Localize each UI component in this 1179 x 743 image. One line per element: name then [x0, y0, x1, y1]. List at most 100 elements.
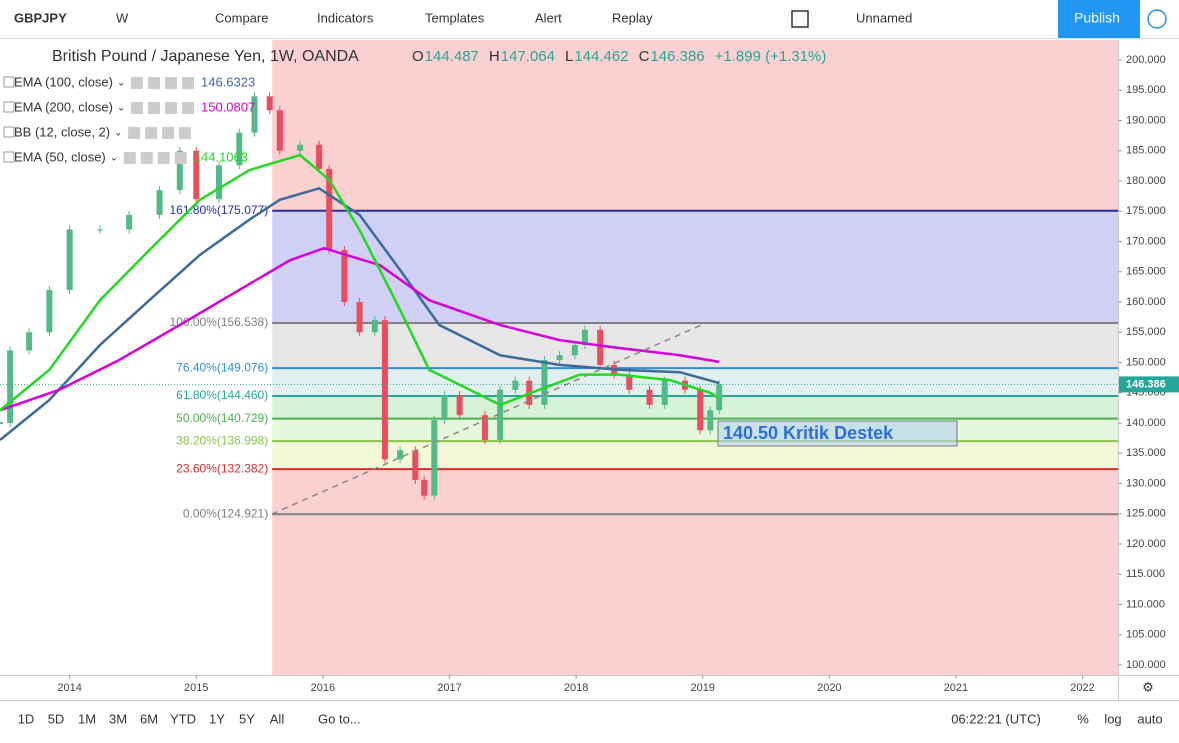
candle: [497, 389, 504, 440]
candle: [441, 395, 448, 420]
toolbar-button[interactable]: Alert: [535, 10, 562, 25]
layout-name[interactable]: Unnamed: [856, 10, 912, 25]
publish-button[interactable]: [1058, 0, 1140, 38]
legend-icon[interactable]: [157, 152, 170, 164]
y-tick-label: 105.000: [1126, 629, 1166, 641]
legend-icon[interactable]: [145, 127, 158, 139]
y-tick-label: 125.000: [1126, 508, 1166, 520]
legend-name: EMA (100, close): [14, 74, 113, 89]
candle: [581, 329, 588, 345]
legend-toggle[interactable]: [3, 101, 15, 113]
y-tick-label: 185.000: [1126, 145, 1166, 157]
toolbar-button[interactable]: Indicators: [317, 10, 374, 25]
candle: [276, 110, 283, 151]
range-button[interactable]: All: [270, 711, 285, 726]
legend-toggle[interactable]: [3, 126, 15, 138]
goto-button[interactable]: Go to...: [318, 711, 361, 726]
candle: [431, 419, 438, 496]
fib-label: 23.60%(132.382): [176, 461, 268, 475]
legend-icon[interactable]: [131, 102, 143, 114]
fib-label: 61.80%(144.460): [176, 388, 268, 402]
publish-label[interactable]: Publish: [1074, 10, 1120, 26]
x-tick-label: 2015: [184, 682, 208, 694]
y-tick-label: 200.000: [1126, 54, 1166, 66]
legend-icon[interactable]: [182, 77, 194, 89]
candle: [421, 479, 428, 496]
legend-toggle[interactable]: [3, 76, 15, 88]
fib-zone: [272, 210, 1118, 323]
x-tick-label: 2019: [690, 682, 714, 694]
toolbar-button[interactable]: Templates: [425, 10, 485, 25]
legend-icon[interactable]: [140, 152, 153, 164]
candle: [626, 374, 633, 390]
range-button[interactable]: 1D: [18, 711, 35, 726]
range-button[interactable]: 6M: [140, 711, 158, 726]
y-tick-label: 180.000: [1126, 175, 1166, 187]
y-tick-label: 130.000: [1126, 477, 1166, 489]
legend-icon[interactable]: [148, 77, 160, 89]
candle: [156, 190, 163, 215]
range-button[interactable]: 5Y: [239, 711, 255, 726]
candle: [571, 344, 578, 356]
candle: [697, 389, 704, 431]
range-button[interactable]: 5D: [48, 711, 65, 726]
candle: [26, 332, 33, 351]
scale-option[interactable]: auto: [1137, 711, 1162, 726]
candle: [266, 96, 273, 111]
settings-icon[interactable]: ⚙: [1142, 679, 1154, 694]
toolbar-button[interactable]: Compare: [215, 10, 268, 25]
scale-option[interactable]: %: [1077, 711, 1089, 726]
legend-caret: ⌄: [110, 153, 118, 164]
ohlc-label: O: [412, 48, 424, 65]
y-tick-label: 155.000: [1126, 326, 1166, 338]
legend-value: 144.1063: [194, 149, 248, 164]
play-icon[interactable]: [1147, 9, 1167, 29]
ohlc-value: 147.064: [501, 48, 555, 65]
candle: [297, 144, 304, 151]
legend-icon[interactable]: [182, 102, 194, 114]
candle: [597, 329, 604, 365]
trend-line: [271, 322, 707, 515]
legend-caret: ⌄: [117, 78, 125, 89]
range-button[interactable]: 3M: [109, 711, 127, 726]
legend-icon[interactable]: [174, 152, 187, 164]
range-button[interactable]: 1Y: [209, 711, 225, 726]
legend-icon[interactable]: [165, 77, 177, 89]
legend-icon[interactable]: [128, 127, 141, 139]
candle: [707, 410, 714, 431]
candle: [381, 320, 388, 460]
legend-name: BB (12, close, 2): [14, 124, 110, 139]
candle: [512, 380, 519, 390]
legend-icon[interactable]: [162, 127, 175, 139]
legend-caret: ⌄: [114, 128, 122, 139]
y-tick-label: 165.000: [1126, 266, 1166, 278]
y-tick-label: 170.000: [1126, 235, 1166, 247]
candle: [456, 395, 463, 416]
legend-icon[interactable]: [123, 152, 136, 164]
candle: [176, 150, 183, 191]
legend-icon[interactable]: [179, 127, 192, 139]
scale-option[interactable]: log: [1104, 711, 1121, 726]
range-button[interactable]: YTD: [170, 711, 196, 726]
candle: [316, 144, 323, 169]
fib-label: 76.40%(149.076): [176, 360, 268, 374]
legend-icon[interactable]: [131, 77, 143, 89]
ema-line: [0, 153, 720, 412]
legend-toggle[interactable]: [3, 151, 15, 163]
candle: [541, 360, 548, 405]
symbol[interactable]: GBPJPY: [14, 10, 67, 25]
candle: [97, 229, 104, 231]
y-tick-label: 150.000: [1126, 356, 1166, 368]
legend-icon[interactable]: [148, 102, 160, 114]
legend-icon[interactable]: [165, 102, 177, 114]
range-button[interactable]: 1M: [78, 711, 96, 726]
y-tick-label: 115.000: [1126, 568, 1165, 580]
layout-icon[interactable]: [791, 10, 809, 28]
legend-value: 146.6323: [201, 74, 255, 89]
interval[interactable]: W: [116, 10, 129, 25]
legend-name: EMA (200, close): [14, 99, 113, 114]
toolbar-button[interactable]: Replay: [612, 10, 653, 25]
x-tick-label: 2017: [437, 682, 461, 694]
annotation-box: [717, 420, 958, 447]
change: +1.899 (+1.31%): [715, 48, 827, 65]
